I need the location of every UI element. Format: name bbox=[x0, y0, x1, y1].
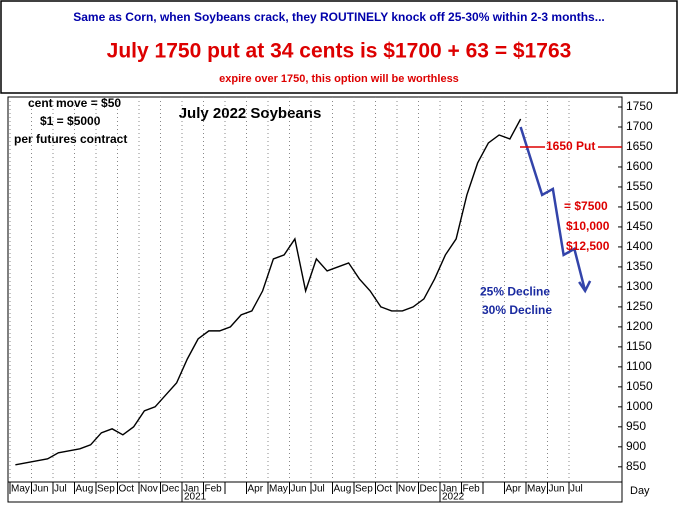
x-tick-label: Jun bbox=[33, 484, 49, 495]
header-box bbox=[0, 0, 678, 94]
annotation: $10,000 bbox=[566, 219, 610, 233]
x-tick-label: Jul bbox=[570, 484, 583, 495]
x-tick-label: May bbox=[269, 484, 288, 495]
y-tick-label: 1150 bbox=[626, 339, 652, 353]
year-label: 2021 bbox=[184, 492, 207, 503]
y-tick-label: 1650 bbox=[626, 139, 653, 153]
y-tick-label: 1600 bbox=[626, 159, 653, 173]
note: cent move = $50 bbox=[28, 96, 121, 110]
x-tick-label: Sep bbox=[355, 484, 373, 495]
x-tick-label: Jul bbox=[54, 484, 67, 495]
x-tick-label: Jan bbox=[441, 484, 457, 495]
y-tick-label: 1050 bbox=[626, 379, 653, 393]
y-tick-label: 1350 bbox=[626, 259, 653, 273]
arrow-head bbox=[578, 280, 592, 294]
put-label: 1650 Put bbox=[546, 139, 595, 153]
y-tick-label: 1750 bbox=[626, 99, 653, 113]
x-tick-label: Apr bbox=[506, 484, 522, 495]
y-tick-label: 1450 bbox=[626, 219, 653, 233]
header-line: July 1750 put at 34 cents is $1700 + 63 … bbox=[107, 40, 572, 63]
annotation: = $7500 bbox=[564, 199, 608, 213]
x-tick-label: Oct bbox=[119, 484, 135, 495]
x-tick-label: Aug bbox=[76, 484, 94, 495]
y-tick-label: 900 bbox=[626, 439, 646, 453]
x-tick-label: Feb bbox=[463, 484, 481, 495]
header-line: expire over 1750, this option will be wo… bbox=[219, 73, 459, 85]
y-tick-label: 1550 bbox=[626, 179, 653, 193]
x-tick-label: Sep bbox=[97, 484, 115, 495]
x-tick-label: Dec bbox=[162, 484, 180, 495]
x-tick-label: Feb bbox=[205, 484, 223, 495]
y-tick-label: 1250 bbox=[626, 299, 653, 313]
annotation: 25% Decline bbox=[480, 284, 550, 298]
annotation: 30% Decline bbox=[482, 303, 552, 317]
note: per futures contract bbox=[14, 132, 127, 146]
y-tick-label: 1200 bbox=[626, 319, 653, 333]
y-tick-label: 1300 bbox=[626, 279, 653, 293]
x-tick-label: Nov bbox=[398, 484, 416, 495]
x-tick-label: Jan bbox=[183, 484, 199, 495]
y-tick-label: 1500 bbox=[626, 199, 653, 213]
x-tick-label: Aug bbox=[334, 484, 352, 495]
y-tick-label: 950 bbox=[626, 419, 646, 433]
y-tick-label: 1100 bbox=[626, 359, 652, 373]
annotation: $12,500 bbox=[566, 239, 610, 253]
x-tick-label: Jun bbox=[291, 484, 307, 495]
price-line bbox=[15, 118, 522, 466]
x-axis-label: Day bbox=[630, 485, 650, 497]
x-tick-label: Jul bbox=[312, 484, 325, 495]
x-tick-label: Oct bbox=[377, 484, 393, 495]
projection-line bbox=[519, 126, 587, 292]
x-tick-label: Apr bbox=[248, 484, 264, 495]
x-tick-label: Nov bbox=[140, 484, 158, 495]
x-tick-label: Dec bbox=[420, 484, 438, 495]
x-tick-label: May bbox=[11, 484, 30, 495]
y-tick-label: 850 bbox=[626, 459, 646, 473]
x-axis-box bbox=[7, 481, 623, 503]
chart-title: July 2022 Soybeans bbox=[179, 105, 322, 122]
x-tick-label: Jun bbox=[549, 484, 565, 495]
year-label: 2022 bbox=[442, 492, 465, 503]
x-tick-label: May bbox=[527, 484, 546, 495]
header-line: Same as Corn, when Soybeans crack, they … bbox=[73, 10, 605, 24]
y-tick-label: 1000 bbox=[626, 399, 653, 413]
y-tick-label: 1700 bbox=[626, 119, 653, 133]
y-tick-label: 1400 bbox=[626, 239, 653, 253]
note: $1 = $5000 bbox=[40, 114, 101, 128]
